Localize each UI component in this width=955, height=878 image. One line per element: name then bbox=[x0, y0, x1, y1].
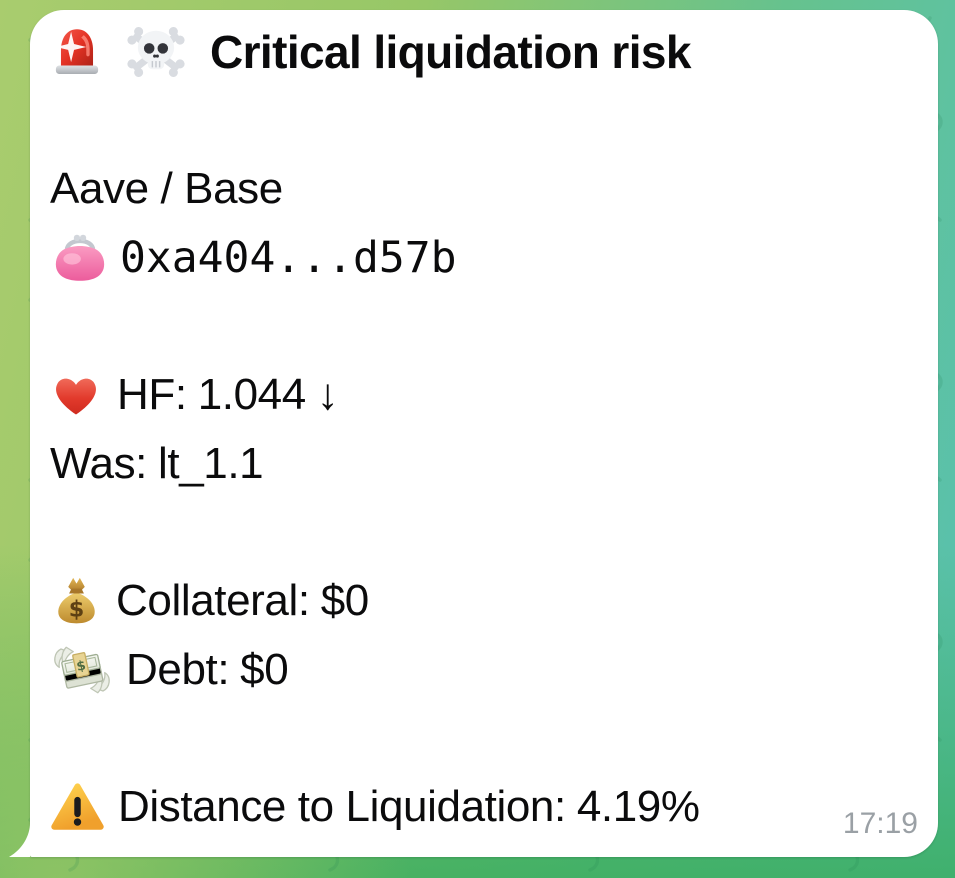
health-factor-row: HF: 1.044 ↓ bbox=[50, 361, 914, 430]
debt-value: $0 bbox=[240, 644, 289, 694]
siren-icon bbox=[55, 29, 99, 75]
blank-line bbox=[50, 292, 914, 361]
debt-row: $ Debt: $0 bbox=[50, 635, 914, 704]
hf-trend-arrow: ↓ bbox=[316, 370, 339, 420]
protocol-row: Aave / Base bbox=[50, 155, 914, 224]
svg-text:$: $ bbox=[75, 658, 87, 675]
message-bubble: Critical liquidation risk Aave / Base 0x… bbox=[9, 10, 938, 857]
blank-line bbox=[50, 704, 914, 773]
was-value: lt_1.1 bbox=[158, 438, 264, 488]
protocol-text: Aave / Base bbox=[50, 164, 283, 214]
collateral-label: Collateral: bbox=[116, 576, 310, 626]
was-label: Was: bbox=[50, 438, 147, 488]
skull-crossbones-icon bbox=[127, 27, 185, 78]
svg-text:$: $ bbox=[69, 597, 85, 623]
purse-icon bbox=[55, 234, 105, 281]
wallet-row: 0xa404...d57b bbox=[50, 224, 914, 293]
wallet-address[interactable]: 0xa404...d57b bbox=[120, 233, 457, 284]
money-with-wings-icon: $ bbox=[54, 646, 110, 694]
distance-label: Distance to Liquidation: bbox=[118, 781, 566, 831]
alert-title: Critical liquidation risk bbox=[210, 26, 691, 79]
message-timestamp: 17:19 bbox=[842, 807, 918, 840]
liquidation-distance-row: Distance to Liquidation: 4.19% bbox=[50, 773, 914, 842]
distance-value: 4.19% bbox=[576, 781, 700, 831]
previous-threshold-row: Was: lt_1.1 bbox=[50, 430, 914, 499]
hf-value: 1.044 bbox=[197, 370, 307, 420]
collateral-row: $ Collateral: $0 bbox=[50, 567, 914, 636]
debt-label: Debt: bbox=[126, 644, 230, 694]
collateral-value: $0 bbox=[320, 576, 370, 626]
alert-title-row: Critical liquidation risk bbox=[50, 18, 914, 87]
bubble-tail bbox=[9, 823, 30, 857]
money-bag-icon: $ bbox=[58, 577, 95, 624]
warning-icon bbox=[51, 783, 104, 830]
blank-line bbox=[50, 498, 914, 567]
red-heart-icon bbox=[56, 378, 96, 415]
blank-line bbox=[50, 87, 914, 156]
hf-label: HF: bbox=[117, 370, 187, 420]
